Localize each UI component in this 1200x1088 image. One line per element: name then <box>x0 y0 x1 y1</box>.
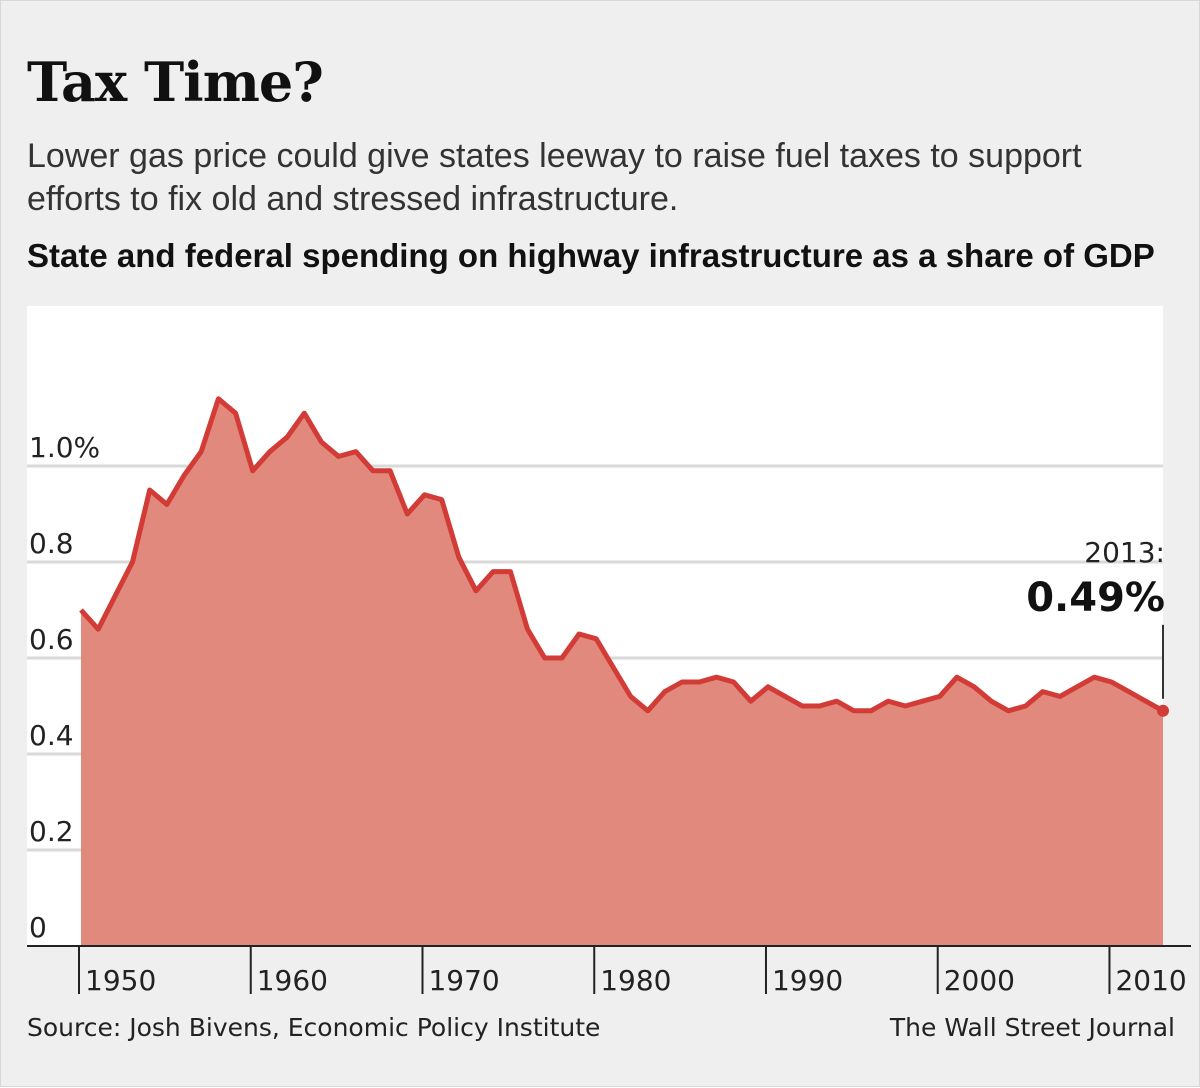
y-tick-label: 0.6 <box>29 623 74 656</box>
annotation-year-label: 2013: <box>1084 536 1165 569</box>
annotation-2013: 2013: 0.49% <box>1026 536 1169 717</box>
x-tick-label: 2010 <box>1115 964 1186 997</box>
annotation-marker-2013 <box>1157 704 1169 717</box>
annotation-value-label: 0.49% <box>1026 575 1165 621</box>
source-note: Source: Josh Bivens, Economic Policy Ins… <box>27 1013 601 1042</box>
publisher-credit: The Wall Street Journal <box>889 1013 1175 1042</box>
y-tick-label: 0 <box>29 911 47 944</box>
series-line <box>79 396 1165 714</box>
y-tick-label: 0.2 <box>29 815 74 848</box>
y-tick-label: 0.8 <box>29 527 74 560</box>
x-axis: 1950 1960 1970 1980 1990 2000 2010 <box>27 945 1191 997</box>
x-tick-label: 1950 <box>85 964 156 997</box>
x-tick-label: 1980 <box>600 964 671 997</box>
series-area <box>81 398 1163 946</box>
chart-subtitle: Lower gas price could give states leeway… <box>27 137 1082 218</box>
x-tick-label: 1960 <box>257 964 328 997</box>
x-tick-label: 1970 <box>428 964 499 997</box>
y-tick-label: 1.0% <box>29 431 100 464</box>
y-tick-label: 0.4 <box>29 719 74 752</box>
y-axis-labels: 1.0% 0.8 0.6 0.4 0.2 0 <box>29 431 100 944</box>
x-tick-label: 1990 <box>772 964 843 997</box>
chart-heading: State and federal spending on highway in… <box>27 237 1155 274</box>
x-tick-label: 2000 <box>944 964 1015 997</box>
chart-title: Tax Time? <box>27 50 324 114</box>
